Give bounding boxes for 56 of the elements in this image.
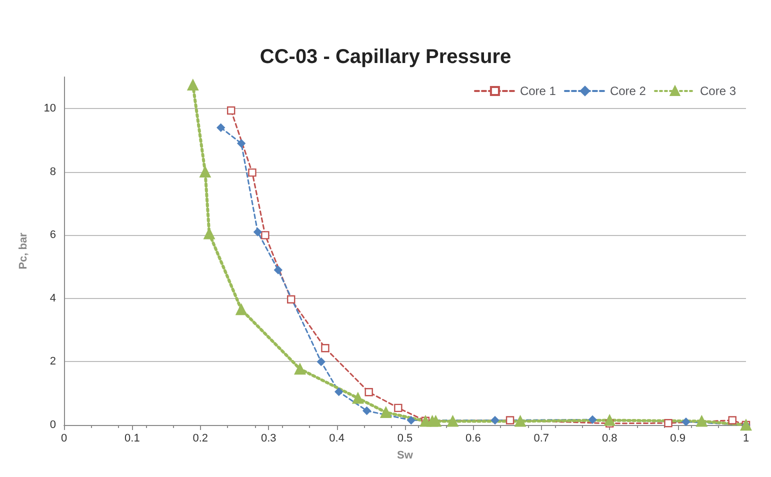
x-tick-label: 0.8 [602,432,618,444]
x-tick-label: 0.5 [397,432,413,444]
point [334,388,343,396]
point [236,304,247,316]
x-tick-label: 0.4 [329,432,344,444]
point [604,414,616,426]
y-tick-label: 2 [50,356,56,368]
x-tick-label: 0.7 [534,432,550,444]
legend-label: Core 1 [520,84,556,98]
point [728,416,736,424]
point [394,404,402,412]
point [321,344,330,352]
point [664,419,672,428]
point [261,231,270,240]
point [200,166,211,178]
point [362,406,371,415]
x-tick-label: 0.1 [124,432,140,444]
point [226,106,236,115]
x-tick-label: 0 [60,432,68,444]
point [490,416,500,424]
legend-label: Core 2 [610,84,646,98]
point [407,416,416,424]
legend-label: Core 3 [700,84,736,98]
x-tick-label: 1 [742,432,750,444]
x-tick-label: 0.9 [670,432,686,444]
y-tick-label: 6 [50,229,56,242]
point [447,416,458,427]
point [380,406,392,418]
y-tick-label: 0 [50,419,56,431]
x-tick-label: 0.2 [192,432,208,444]
point [317,358,326,366]
x-axis-title: Sw [397,450,414,462]
point [274,266,282,274]
y-axis-title: Pc, bar [18,232,30,270]
x-tick-label: 0.3 [260,432,276,444]
y-tick-label: 8 [50,166,56,178]
point [588,416,597,424]
x-tick-label: 0.6 [466,432,481,444]
point [237,139,246,148]
y-tick-label: 4 [50,292,56,304]
point [287,295,296,304]
point [514,416,526,427]
point [254,228,262,236]
point [187,79,198,91]
point [430,416,442,427]
point [248,168,256,177]
point [364,388,373,396]
point [204,228,215,240]
point [506,416,514,424]
chart-title: CC-03 - Capillary Pressure [260,46,512,68]
point [294,363,306,375]
point [216,124,225,132]
point [682,418,690,426]
y-tick-label: 10 [44,102,56,115]
point [352,392,364,404]
point [696,416,708,427]
